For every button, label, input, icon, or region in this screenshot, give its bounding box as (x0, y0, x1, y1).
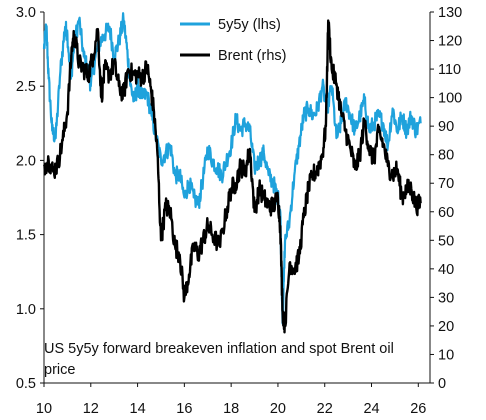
legend: 5y5y (lhs) Brent (rhs) (180, 17, 287, 64)
left-tick-label: 0.5 (16, 376, 36, 392)
x-tick-label: 18 (223, 401, 239, 417)
chart-caption: US 5y5y forward breakeven inflation and … (44, 341, 394, 378)
x-tick-label: 12 (83, 401, 99, 417)
left-tick-label: 2.5 (16, 79, 36, 95)
right-tick-label: 70 (438, 176, 454, 192)
left-tick-label: 2.0 (16, 153, 36, 169)
right-tick-label: 40 (438, 262, 454, 278)
right-tick-label: 50 (438, 233, 454, 249)
right-tick-label: 80 (438, 148, 454, 164)
right-tick-label: 0 (438, 376, 446, 392)
right-tick-label: 120 (438, 34, 462, 50)
right-tick-label: 130 (438, 5, 462, 21)
right-tick-label: 20 (438, 319, 454, 335)
x-axis-ticks: 10 12 14 16 18 20 22 24 26 (36, 383, 426, 417)
x-tick-label: 24 (363, 401, 379, 417)
x-tick-label: 22 (317, 401, 333, 417)
series-layer (42, 12, 422, 334)
right-axis-ticks: 0 10 20 30 40 50 60 70 80 90 100 110 120 130 (430, 5, 462, 392)
legend-label-brent: Brent (rhs) (218, 48, 287, 64)
right-tick-label: 100 (438, 91, 462, 107)
right-tick-label: 60 (438, 205, 454, 221)
left-tick-label: 1.0 (16, 302, 36, 318)
left-axis-ticks: 0.5 1.0 1.5 2.0 2.5 3.0 (16, 5, 44, 392)
left-tick-label: 1.5 (16, 228, 36, 244)
series-line-5y5y (42, 12, 422, 325)
series-line-brent (42, 19, 422, 334)
x-tick-label: 14 (130, 401, 146, 417)
x-tick-label: 26 (410, 401, 426, 417)
x-tick-label: 16 (176, 401, 192, 417)
legend-label-5y5y: 5y5y (lhs) (218, 17, 281, 33)
right-tick-label: 10 (438, 347, 454, 363)
x-tick-label: 10 (36, 401, 52, 417)
right-tick-label: 30 (438, 290, 454, 306)
right-tick-label: 110 (438, 62, 461, 78)
right-tick-label: 90 (438, 119, 454, 135)
left-tick-label: 3.0 (16, 5, 36, 21)
x-tick-label: 20 (270, 401, 286, 417)
